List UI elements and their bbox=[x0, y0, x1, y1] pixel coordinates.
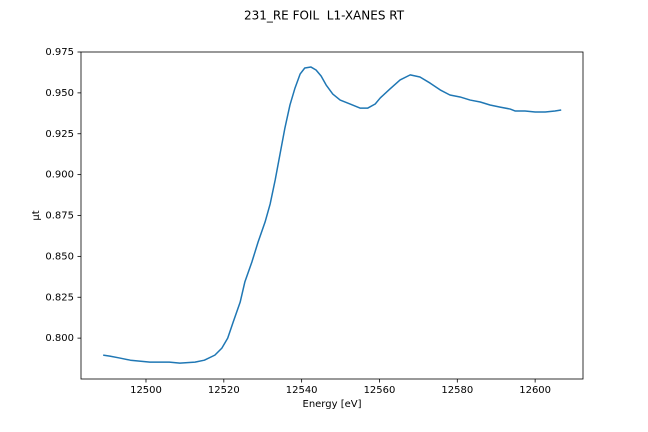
x-tick-label: 12600 bbox=[519, 385, 551, 396]
x-tick-label: 12540 bbox=[286, 385, 318, 396]
y-tick-label: 0.800 bbox=[45, 333, 74, 344]
chart-title: 231_RE FOIL L1-XANES RT bbox=[244, 9, 405, 23]
x-axis-label: Energy [eV] bbox=[303, 399, 362, 410]
x-tick-label: 12580 bbox=[441, 385, 473, 396]
y-tick-label: 0.875 bbox=[45, 211, 74, 222]
y-tick-label: 0.975 bbox=[45, 47, 74, 58]
x-tick-label: 12500 bbox=[130, 385, 162, 396]
x-tick-label: 12520 bbox=[208, 385, 240, 396]
data-line bbox=[103, 66, 562, 364]
y-tick-label: 0.900 bbox=[45, 170, 74, 181]
plot-frame bbox=[80, 51, 584, 380]
y-tick-label: 0.825 bbox=[45, 292, 74, 303]
y-tick-label: 0.925 bbox=[45, 129, 74, 140]
y-tick-label: 0.850 bbox=[45, 251, 74, 262]
y-axis-label: μt bbox=[31, 210, 42, 220]
y-tick-label: 0.950 bbox=[45, 88, 74, 99]
x-tick-label: 12560 bbox=[364, 385, 396, 396]
